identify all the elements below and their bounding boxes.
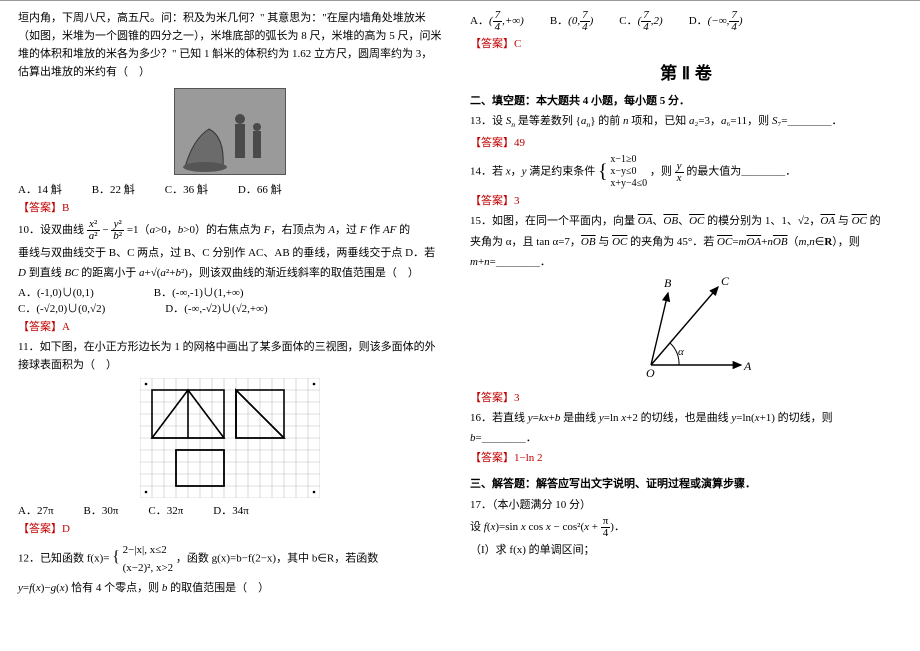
q15-answer: 【答案】3 [470, 389, 902, 407]
q17-line1: 17．（本小题满分 10 分） [470, 496, 902, 514]
q16-answer: 【答案】1−ln 2 [470, 449, 902, 467]
q9-text: 垣内角，下周八尺，高五尺。问：积及为米几何？" 其意思为："在屋内墙角处堆放米（… [18, 9, 442, 82]
q14-text: 14．若 x，y 满足约束条件 { x−1≥0 x−y≤0 x+y−4≤0 ，则… [470, 154, 902, 190]
q15-figure: O A B C α [606, 275, 766, 385]
q10-opt-a: A．(-1,0)∪(0,1) [18, 284, 94, 300]
q10-row1: A．(-1,0)∪(0,1) B．(-∞,-1)∪(1,+∞) [18, 284, 442, 300]
q17-line2: 设 f(x)=sin x cos x − cos²(x + π4)． [470, 516, 902, 539]
q15-line1: 15．如图，在同一个平面内，向量 OA、OB、OC 的模分别为 1、1、√2，O… [470, 212, 902, 230]
q13-answer: 【答案】49 [470, 134, 902, 152]
q9-figure [174, 88, 286, 175]
q12-line3: y=f(x)−g(x) 恰有 4 个零点，则 b 的取值范围是（ ） [18, 579, 442, 597]
q12-answer: 【答案】C [470, 35, 902, 53]
q14-answer: 【答案】3 [470, 192, 902, 210]
q15-line2: 夹角为 α，且 tan α=7，OB 与 OC 的夹角为 45°．若 OC=mO… [470, 233, 902, 251]
left-column: 垣内角，下周八尺，高五尺。问：积及为米几何？" 其意思为："在屋内墙角处堆放米（… [0, 0, 460, 651]
q9-answer: 【答案】B [18, 199, 442, 217]
q15-label-C: C [721, 275, 730, 288]
q10-row2: C．(-√2,0)∪(0,√2) D．(-∞,-√2)∪(√2,+∞) [18, 300, 442, 316]
q9-options: A．14 斛 B．22 斛 C．36 斛 D．66 斛 [18, 181, 442, 197]
q10-opt-d: D．(-∞,-√2)∪(√2,+∞) [165, 300, 267, 316]
q15-label-B: B [664, 276, 672, 290]
part2-title: 第 Ⅱ 卷 [470, 59, 902, 84]
q12-opt-d: D．(−∞,74) [689, 10, 743, 33]
q10-opt-b: B．(-∞,-1)∪(1,+∞) [154, 284, 244, 300]
q9-opt-b: B．22 斛 [92, 181, 135, 197]
q15-label-alpha: α [678, 346, 684, 358]
q11-figure [140, 378, 320, 498]
q13-text: 13．设 Sn 是等差数列 {an} 的前 n 项和，已知 a₂=3，a₆=11… [470, 112, 902, 132]
q16-text: 16．若直线 y=kx+b 是曲线 y=ln x+2 的切线，也是曲线 y=ln… [470, 409, 902, 427]
q15-label-O: O [646, 366, 655, 380]
q11-opt-d: D．34π [213, 502, 249, 518]
q11-options: A．27π B．30π C．32π D．34π [18, 502, 442, 518]
q15-label-A: A [743, 359, 752, 373]
q12-opt-b: B．(0,74) [550, 10, 593, 33]
q12-options: A．(74,+∞) B．(0,74) C．(74,2) D．(−∞,74) [470, 10, 902, 33]
q11-opt-a: A．27π [18, 502, 54, 518]
q10-line2: 垂线与双曲线交于 B、C 两点，过 B、C 分别作 AC、AB 的垂线，两垂线交… [18, 244, 442, 262]
q16-line2: b=＿＿＿＿． [470, 429, 902, 447]
q12-opt-c: C．(74,2) [619, 10, 662, 33]
q17-line3: （I）求 f(x) 的单调区间； [470, 541, 902, 559]
section3-heading: 三、解答题：解答应写出文字说明、证明过程或演算步骤． [470, 475, 902, 493]
q11-text: 11．如下图，在小正方形边长为 1 的网格中画出了某多面体的三视图，则该多面体的… [18, 338, 442, 374]
q12-opt-a: A．(74,+∞) [470, 10, 524, 33]
right-column: A．(74,+∞) B．(0,74) C．(74,2) D．(−∞,74) 【答… [460, 0, 920, 651]
q9-opt-d: D．66 斛 [238, 181, 282, 197]
q11-opt-c: C．32π [148, 502, 183, 518]
q10-opt-c: C．(-√2,0)∪(0,√2) [18, 300, 105, 316]
q12-line1: 12．已知函数 f(x)= { 2−|x|, x≤2 (x−2)², x>2 ，… [18, 541, 442, 577]
q9-opt-c: C．36 斛 [165, 181, 208, 197]
q10-line3: D 到直线 BC 的距离小于 a+√(a²+b²)，则该双曲线的渐近线斜率的取值… [18, 264, 442, 282]
q9-opt-a: A．14 斛 [18, 181, 62, 197]
q11-answer: 【答案】D [18, 520, 442, 538]
q15-line3: m+n=＿＿＿＿． [470, 253, 902, 271]
q11-opt-b: B．30π [84, 502, 119, 518]
section2-heading: 二、填空题：本大题共 4 小题，每小题 5 分． [470, 92, 902, 110]
q10-answer: 【答案】A [18, 318, 442, 336]
q10-line1: 10．设双曲线 x²a² − y²b² =1（a>0，b>0）的右焦点为 F，右… [18, 219, 442, 242]
